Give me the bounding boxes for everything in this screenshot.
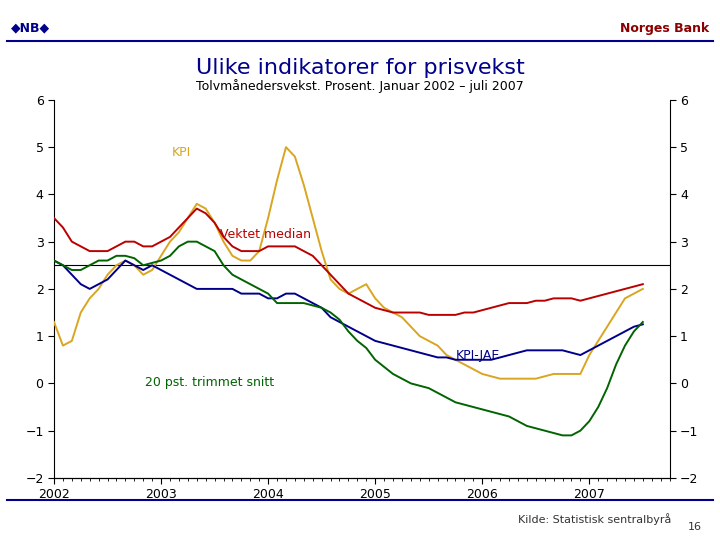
Text: 20 pst. trimmet snitt: 20 pst. trimmet snitt: [145, 376, 274, 389]
Text: 16: 16: [688, 522, 702, 531]
Text: Ulike indikatorer for prisvekst: Ulike indikatorer for prisvekst: [196, 57, 524, 78]
Text: Vektet median: Vektet median: [220, 228, 311, 241]
Text: Tolvmånedersvekst. Prosent. Januar 2002 – juli 2007: Tolvmånedersvekst. Prosent. Januar 2002 …: [196, 79, 524, 93]
Text: Norges Bank: Norges Bank: [620, 22, 709, 35]
Text: Kilde: Statistisk sentralbyrå: Kilde: Statistisk sentralbyrå: [518, 514, 672, 525]
Text: KPI: KPI: [172, 146, 191, 159]
Text: KPI-JAE: KPI-JAE: [456, 349, 500, 362]
Text: ◆NB◆: ◆NB◆: [11, 22, 50, 35]
